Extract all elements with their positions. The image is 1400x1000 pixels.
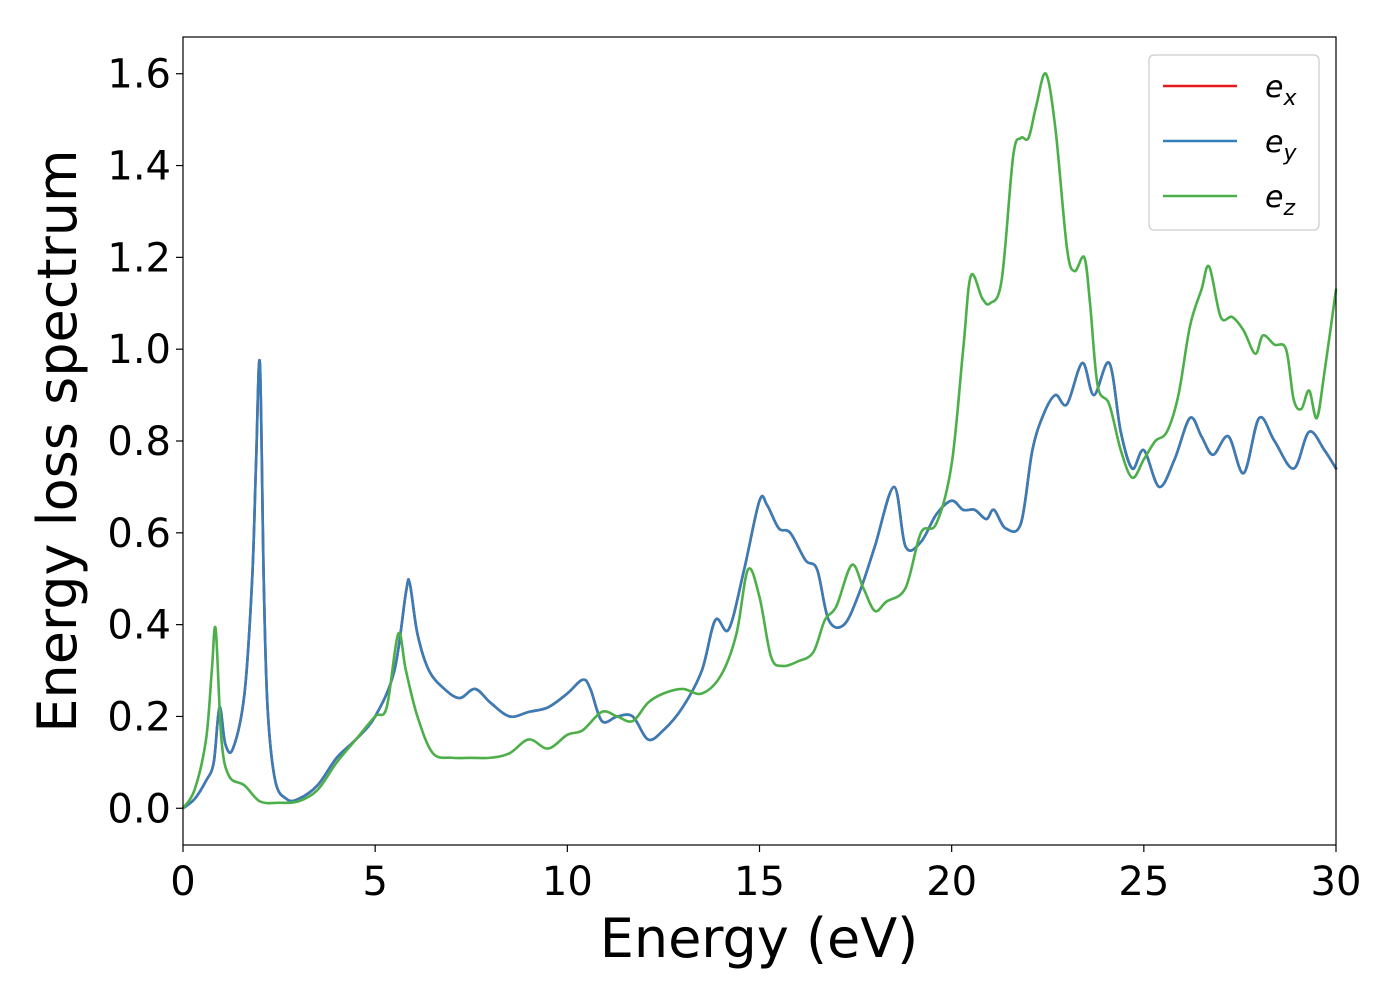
legend-label-base: e xyxy=(1265,125,1283,160)
x-axis-title: Energy (eV) xyxy=(600,907,919,970)
series-line-ey xyxy=(181,358,1338,810)
x-tick-label: 0 xyxy=(170,859,195,905)
y-tick-label: 1.4 xyxy=(107,144,171,190)
legend-label-subscript: y xyxy=(1282,141,1297,166)
legend-label: ey xyxy=(1265,125,1297,166)
plot-background xyxy=(183,37,1336,845)
x-tick-label: 20 xyxy=(926,859,977,905)
series-line-ez xyxy=(181,72,1338,810)
y-tick-label: 0.6 xyxy=(107,511,171,557)
y-tick-label: 0.4 xyxy=(107,603,171,649)
legend-label: ex xyxy=(1265,70,1297,111)
y-tick-label: 0.8 xyxy=(107,419,171,465)
legend-label: ez xyxy=(1265,180,1295,221)
y-tick-label: 1.6 xyxy=(107,52,171,98)
legend-label-base: e xyxy=(1265,180,1283,215)
x-axis: 0 5 10 15 20 25 30 xyxy=(170,845,1361,905)
y-tick-label: 0.0 xyxy=(107,786,171,832)
legend-label-subscript: x xyxy=(1282,86,1297,111)
y-tick-label: 1.2 xyxy=(107,235,171,281)
x-tick-label: 5 xyxy=(362,859,387,905)
y-axis-title: Energy loss spectrum xyxy=(26,149,89,732)
x-tick-label: 30 xyxy=(1311,859,1362,905)
series-layer xyxy=(181,72,1338,810)
legend-label-subscript: z xyxy=(1282,196,1295,221)
y-axis: 0.0 0.2 0.4 0.6 0.8 1.0 1.2 1.4 1.6 xyxy=(107,52,183,832)
x-tick-label: 25 xyxy=(1118,859,1169,905)
legend-box xyxy=(1148,54,1320,231)
x-tick-label: 15 xyxy=(734,859,785,905)
x-tick-label: 10 xyxy=(542,859,593,905)
legend-label-base: e xyxy=(1265,70,1283,105)
y-tick-label: 1.0 xyxy=(107,327,171,373)
y-tick-label: 0.2 xyxy=(107,694,171,740)
